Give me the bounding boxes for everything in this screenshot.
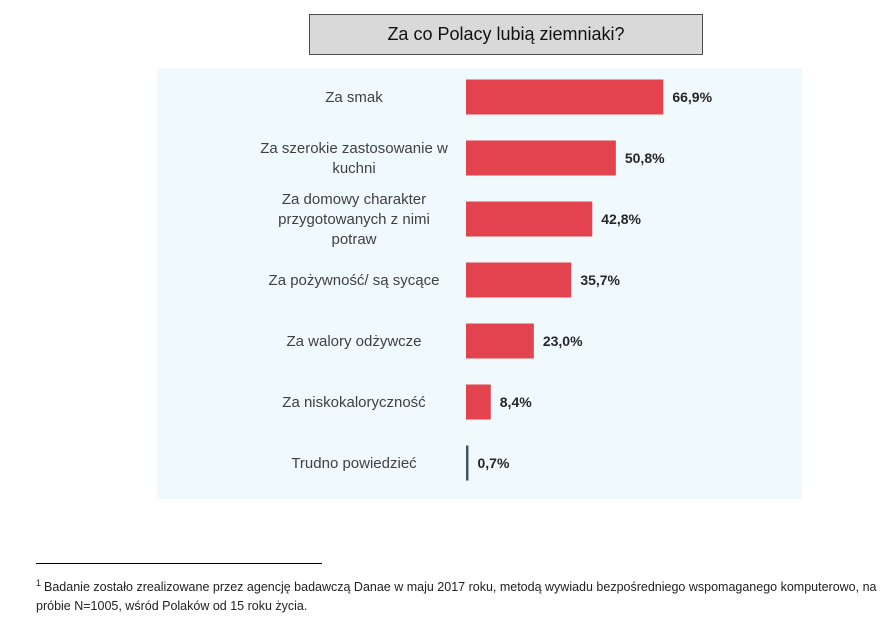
category-label-6: Trudno powiedzieć [291, 455, 417, 472]
value-label-4: 23,0% [543, 333, 583, 349]
category-label-0: Za smak [325, 89, 383, 106]
value-label-1: 50,8% [625, 150, 665, 166]
bar-5 [466, 384, 491, 420]
bar-6 [466, 445, 469, 481]
category-label-4: Za walory odżywcze [286, 333, 421, 350]
bar-2 [466, 201, 593, 237]
value-label-3: 35,7% [580, 272, 620, 288]
value-label-5: 8,4% [500, 394, 532, 410]
value-label-6: 0,7% [478, 455, 510, 471]
bar-0 [466, 79, 664, 115]
category-label-1: Za szerokie zastosowanie w kuchni [260, 140, 448, 177]
chart-title: Za co Polacy lubią ziemniaki? [309, 14, 703, 55]
value-label-2: 42,8% [601, 211, 641, 227]
bar-3 [466, 262, 572, 298]
category-label-5: Za niskokaloryczność [282, 394, 426, 411]
bar-1 [466, 140, 616, 176]
footnote-marker: 1 [36, 578, 42, 588]
category-label-2: Za domowy charakter przygotowanych z nimi… [278, 191, 430, 248]
bar-4 [466, 323, 534, 359]
bar-chart: 66,9% Za smak 50,8% Za szerokie zastosowani… [260, 79, 713, 481]
footnote-divider [36, 563, 322, 564]
plot-area: 66,9% Za smak 50,8% Za szerokie zastosowani… [157, 68, 802, 499]
footnote-text: Badanie zostało zrealizowane przez agenc… [36, 580, 877, 613]
category-label-3: Za pożywność/ są sycące [269, 272, 440, 289]
value-label-0: 66,9% [672, 89, 712, 105]
footnote: 1 Badanie zostało zrealizowane przez agen… [36, 574, 892, 616]
